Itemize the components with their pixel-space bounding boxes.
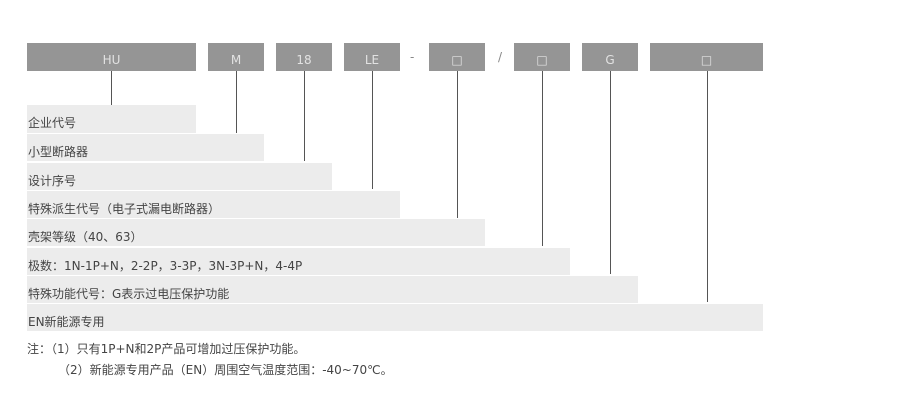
connector-line <box>707 71 708 302</box>
code-design: 18 <box>276 43 332 71</box>
connector-line <box>457 71 458 218</box>
code-special: G <box>582 43 638 71</box>
connector-line <box>610 71 611 274</box>
row-poles: 极数：1N-1P+N，2-2P，3-3P，3N-3P+N，4-4P <box>27 248 570 275</box>
connector-line <box>304 71 305 161</box>
row-en: EN新能源专用 <box>27 304 763 331</box>
connector-line <box>542 71 543 246</box>
code-poles: □ <box>514 43 570 71</box>
code-type: M <box>208 43 264 71</box>
row-type: 小型断路器 <box>27 134 264 161</box>
row-derivative: 特殊派生代号（电子式漏电断路器） <box>27 191 400 218</box>
note-1: 注：（1）只有1P+N和2P产品可增加过压保护功能。 <box>27 342 306 356</box>
code-enterprise: HU <box>27 43 196 71</box>
code-derivative: LE <box>344 43 400 71</box>
connector-line <box>111 71 112 105</box>
row-enterprise: 企业代号 <box>27 105 196 133</box>
dash-separator: - <box>410 50 415 64</box>
row-frame: 壳架等级（40、63） <box>27 219 485 246</box>
row-special: 特殊功能代号：G表示过电压保护功能 <box>27 276 638 303</box>
code-en: □ <box>650 43 763 71</box>
code-frame: □ <box>429 43 485 71</box>
row-design: 设计序号 <box>27 163 332 190</box>
slash-separator: / <box>498 50 503 64</box>
connector-line <box>236 71 237 133</box>
note-2: （2）新能源专用产品（EN）周围空气温度范围：-40~70℃。 <box>58 363 393 377</box>
connector-line <box>372 71 373 189</box>
